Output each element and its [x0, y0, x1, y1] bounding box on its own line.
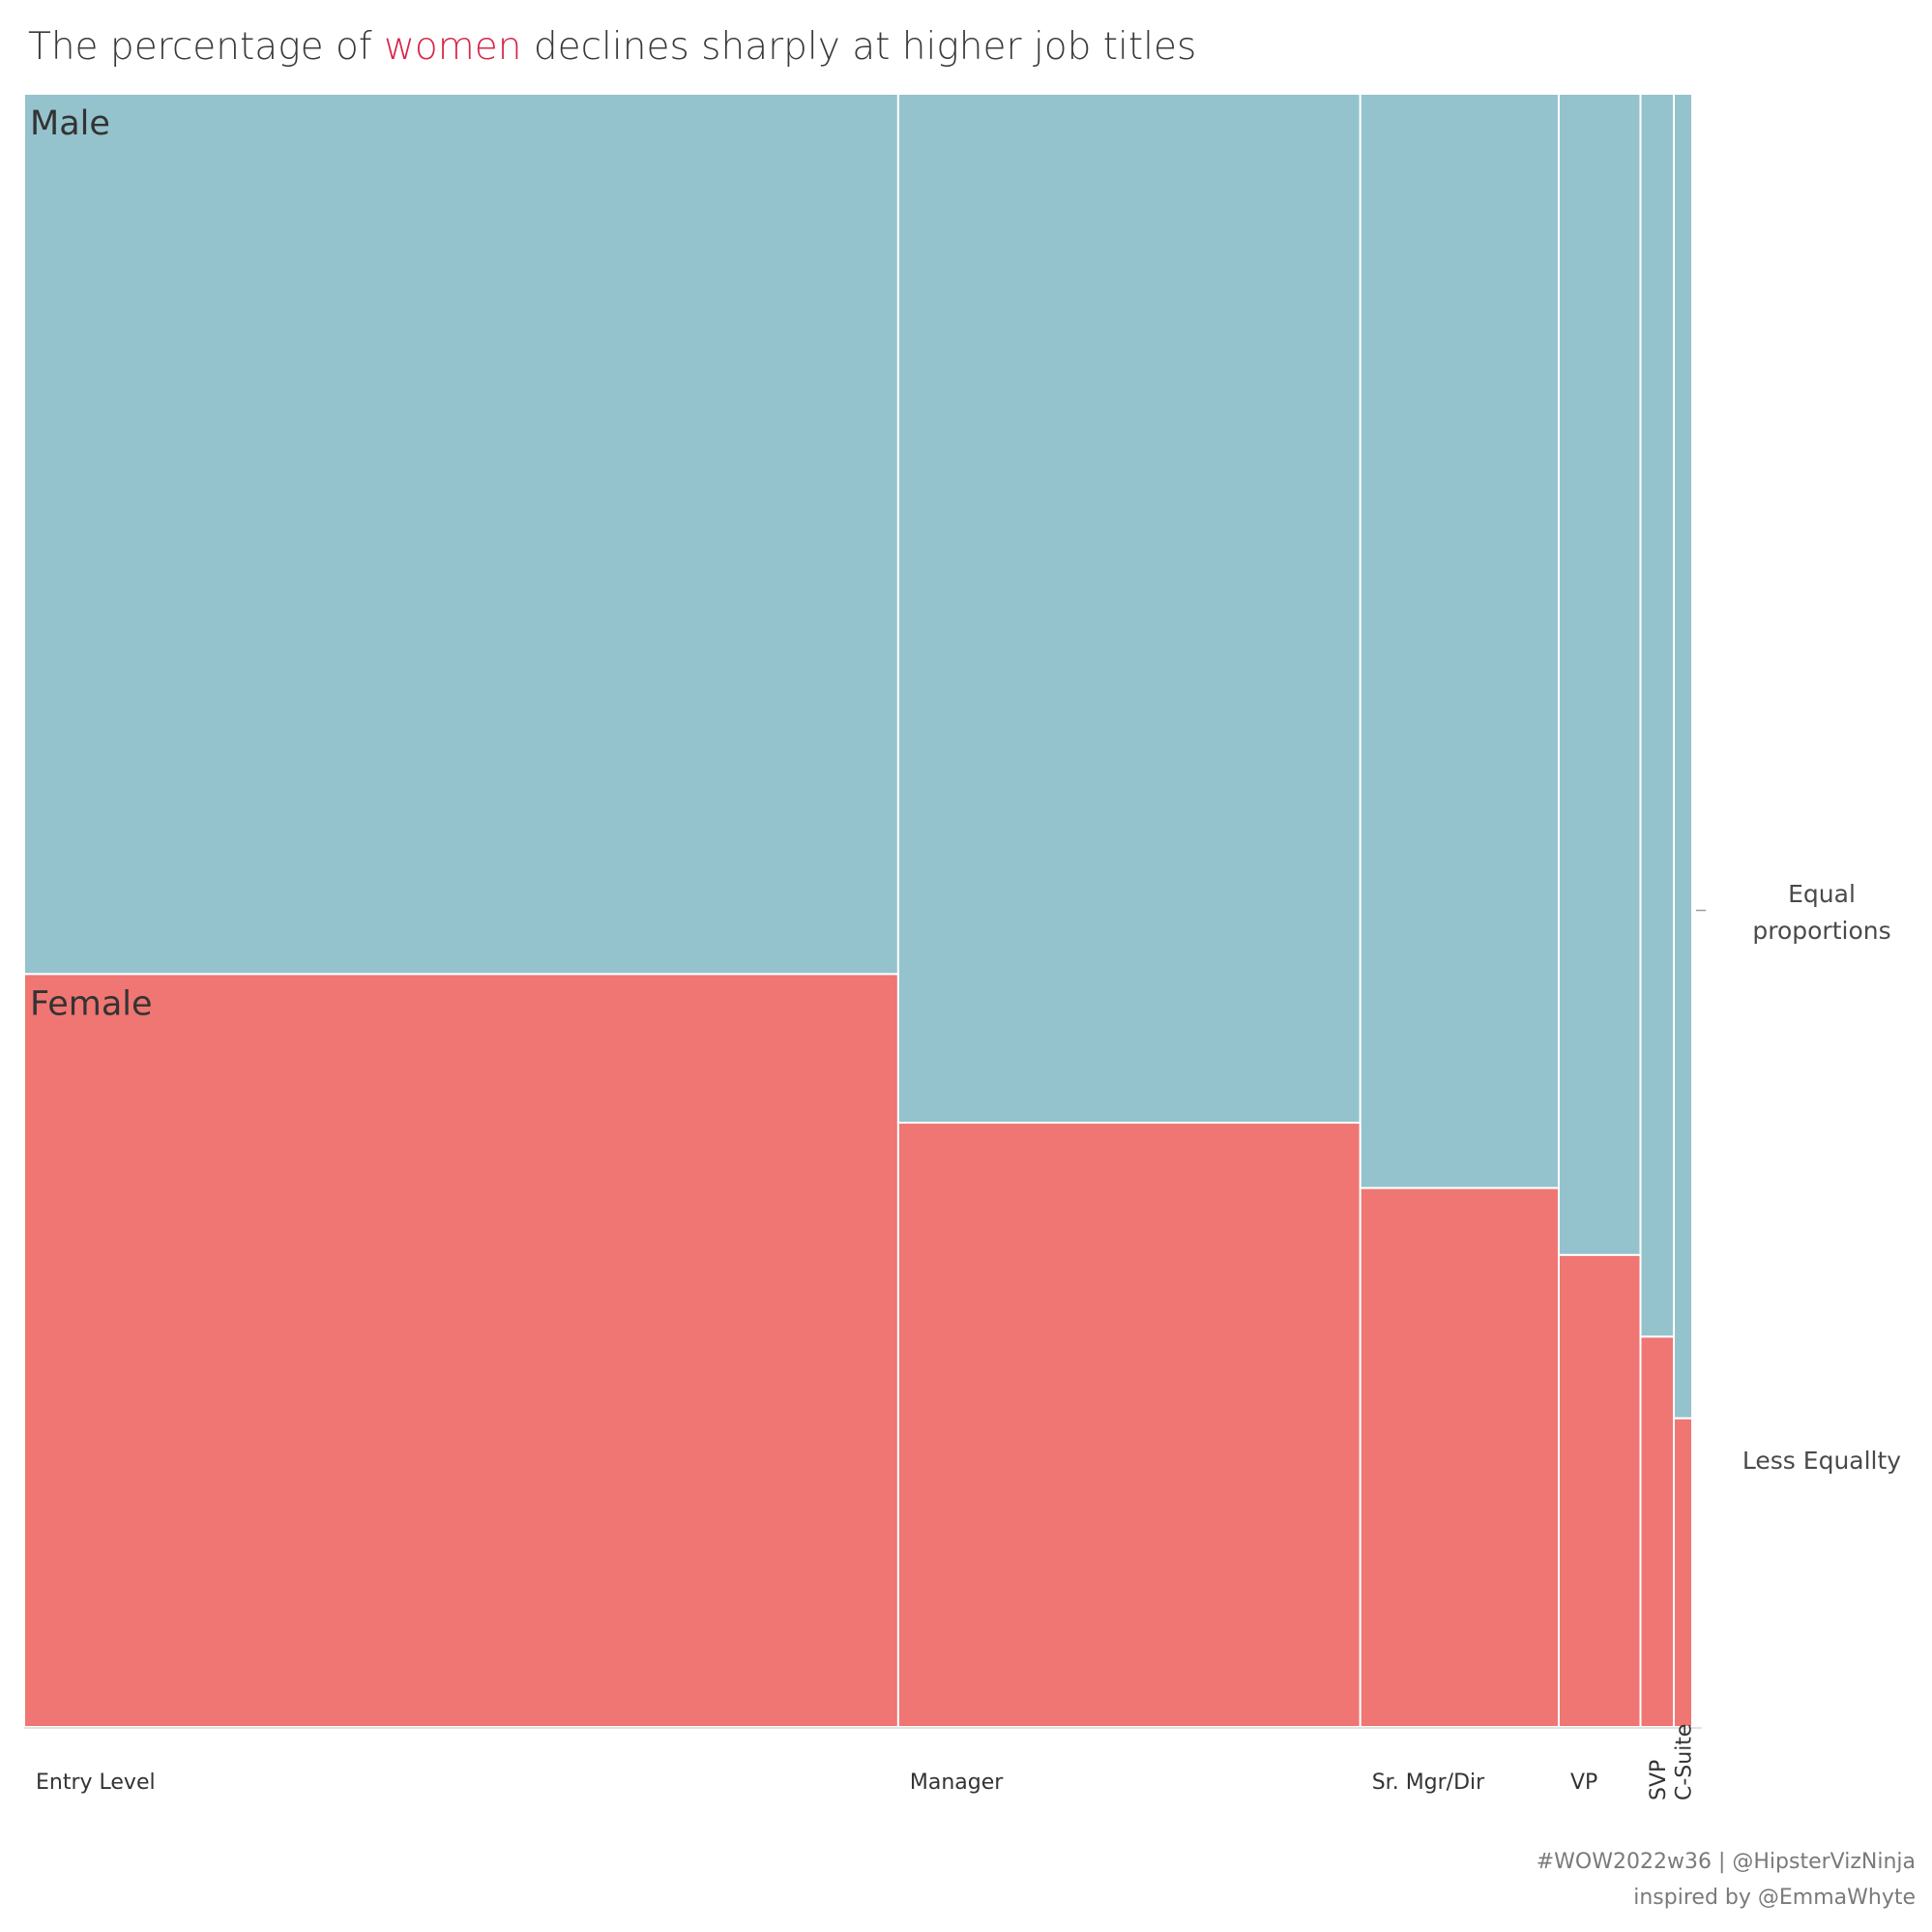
male-segment-2 [1359, 93, 1560, 1189]
male-segment-5 [1673, 93, 1694, 1420]
title-prefix: The percentage of [28, 25, 384, 69]
footer-inspired: inspired by @EmmaWhyte [1633, 1886, 1916, 1910]
female-segment-1 [896, 1122, 1361, 1728]
chart-title: The percentage of women declines sharply… [28, 25, 1196, 69]
female-segment-4 [1639, 1335, 1676, 1728]
proportions-label: proportions [1752, 917, 1891, 945]
male-segment-4 [1639, 93, 1676, 1338]
x-tick-label-5: C-Suite [1673, 1724, 1697, 1800]
title-suffix: declines sharply at higher job titles [521, 25, 1197, 69]
x-tick-label-0: Entry Level [36, 1771, 156, 1795]
female-segment-3 [1558, 1253, 1642, 1729]
x-tick-label-1: Manager [910, 1771, 1004, 1795]
series-label-male: Male [30, 104, 110, 143]
equal-label: Equal [1788, 880, 1856, 908]
title-highlight-women: women [384, 25, 522, 69]
footer-credit: #WOW2022w36 | @HipsterVizNinja [1536, 1850, 1916, 1874]
male-segment-1 [896, 93, 1361, 1125]
series-label-female: Female [30, 984, 153, 1023]
x-tick-label-4: SVP [1647, 1760, 1671, 1800]
male-segment-3 [1558, 93, 1642, 1256]
female-segment-2 [1359, 1186, 1560, 1728]
less-equality-annotation: Less Equallty [1742, 1447, 1902, 1475]
female-segment-0 [23, 973, 899, 1728]
female-segment-5 [1673, 1417, 1694, 1729]
x-tick-label-3: VP [1570, 1771, 1597, 1795]
male-segment-0 [23, 93, 899, 976]
equal-proportions-annotation: Equal proportions [1706, 876, 1932, 950]
x-tick-label-2: Sr. Mgr/Dir [1372, 1771, 1485, 1795]
